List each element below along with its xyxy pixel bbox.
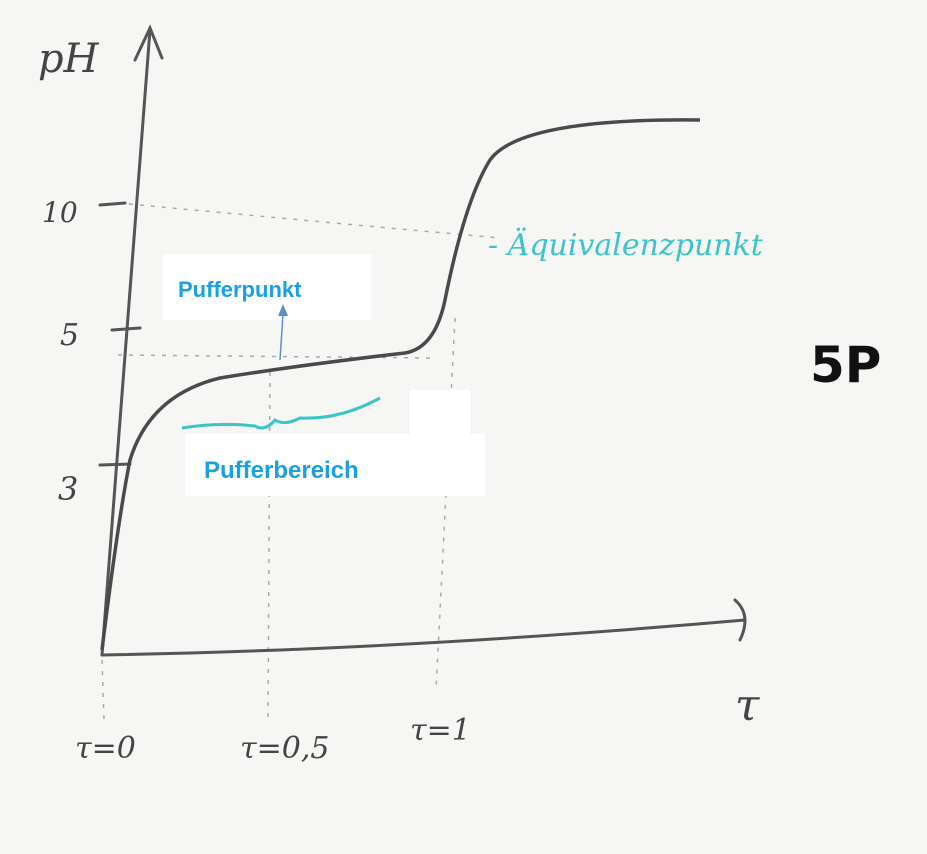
x-tick-label: τ=0,5	[240, 731, 329, 766]
score: 5P	[810, 336, 881, 394]
sketch: pH τ 10 5 3 τ=0 τ=0,5 τ=1 - Äquivalenzpu…	[0, 0, 927, 854]
buffer-range-label: Pufferbereich	[204, 457, 359, 484]
y-axis-label: pH	[38, 36, 100, 82]
y-tick-label: 10	[42, 196, 78, 229]
y-tick-label: 5	[60, 318, 79, 353]
buffer-point-label: Pufferpunkt	[178, 277, 302, 302]
x-tick-label: τ=1	[410, 713, 471, 748]
label-box	[410, 390, 470, 436]
x-tick-label: τ=0	[75, 731, 136, 766]
x-axis-label: τ	[735, 680, 760, 731]
y-tick-label: 3	[58, 470, 78, 508]
equivalence-label: - Äquivalenzpunkt	[488, 227, 764, 263]
